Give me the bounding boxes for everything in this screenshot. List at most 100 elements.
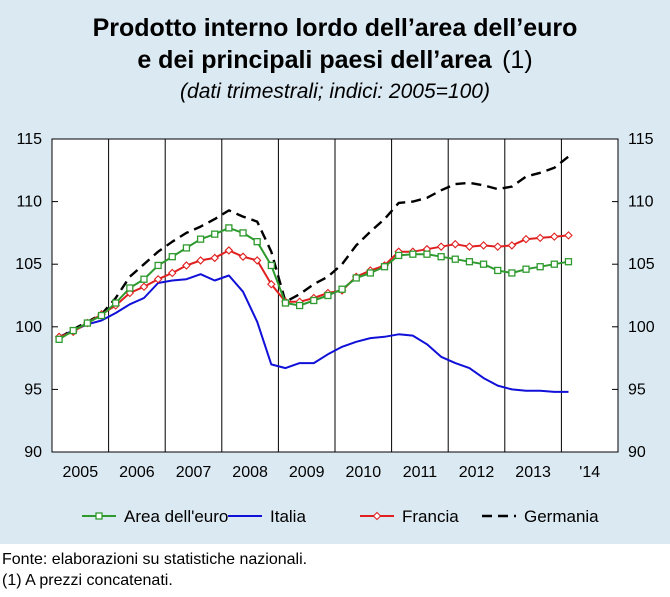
data-point: [239, 229, 247, 237]
legend-item-area-dell-euro: Area dell'euro: [82, 507, 228, 526]
chart-panel: Prodotto interno lordo dell’area dell’eu…: [0, 0, 670, 544]
data-point: [423, 250, 431, 258]
series-area-dell-euro: [55, 224, 573, 343]
chart-title-line2: e dei principali paesi dell’area (1): [137, 46, 532, 74]
y-tick-label: 100: [628, 319, 655, 336]
x-tick-label: 2008: [232, 464, 268, 481]
data-point: [224, 246, 234, 255]
data-point: [508, 269, 516, 277]
y-tick-label: 110: [628, 194, 654, 211]
data-point: [168, 253, 176, 261]
x-tick-label: 2011: [403, 464, 438, 481]
chart-subtitle: (dati trimestrali; indici: 2005=100): [180, 80, 490, 103]
data-point: [281, 299, 290, 307]
data-point: [493, 242, 503, 251]
legend-label: Francia: [402, 507, 459, 526]
data-point: [210, 253, 220, 263]
data-point: [451, 255, 459, 263]
data-point: [225, 224, 233, 232]
x-tick-label: 2013: [515, 464, 551, 481]
data-point: [139, 282, 149, 292]
data-point: [564, 231, 573, 240]
data-point: [182, 244, 191, 252]
data-point: [366, 269, 375, 277]
chart-title-line1: Prodotto interno lordo dell’area dell’eu…: [93, 14, 578, 42]
data-point: [479, 241, 488, 250]
data-point: [352, 274, 360, 282]
data-point: [267, 261, 275, 270]
data-point: [310, 296, 318, 305]
source-note: Fonte: elaborazioni su statistiche nazio…: [2, 551, 308, 568]
data-point: [153, 274, 163, 284]
series-italia: [58, 273, 569, 393]
x-tick-label: 2012: [459, 464, 495, 481]
data-point: [507, 241, 517, 250]
data-point: [252, 256, 262, 265]
data-point: [140, 275, 148, 283]
data-point: [196, 235, 205, 243]
data-point: [154, 261, 162, 270]
series-line-italia: [58, 273, 569, 393]
y-tick-label: 100: [15, 319, 42, 336]
x-tick-label: '14: [579, 464, 600, 481]
data-point: [479, 260, 488, 268]
series-group: [54, 155, 573, 393]
x-tick-label: 2009: [289, 464, 325, 481]
chart-title-note: (1): [502, 46, 533, 74]
data-point: [409, 250, 417, 258]
legend-item-germania: Germania: [482, 507, 599, 526]
data-point: [465, 242, 474, 251]
data-point: [112, 299, 120, 307]
data-point: [295, 301, 304, 310]
data-point: [324, 291, 332, 300]
y-tick-label: 90: [628, 444, 646, 461]
data-point: [167, 268, 177, 278]
data-point: [126, 284, 134, 292]
y-tick-label: 115: [628, 131, 654, 148]
x-axis: 2005 2006 2007 2008 2009 2010 2011 2012 2013 '14: [63, 464, 601, 481]
legend-item-italia: Italia: [228, 507, 306, 526]
data-point: [450, 239, 460, 249]
data-point: [521, 234, 531, 244]
year-separators: [108, 139, 562, 452]
x-tick-label: 2005: [63, 464, 99, 481]
y-tick-label: 115: [16, 131, 42, 148]
y-tick-label: 105: [15, 256, 42, 273]
series-line-germania: [58, 155, 570, 340]
y-tick-label: 95: [628, 381, 646, 398]
data-point: [550, 232, 559, 241]
series-germania: [58, 155, 570, 340]
data-point: [494, 266, 502, 275]
data-point: [69, 326, 77, 335]
y-axis-right: 90 95 100 105 110 115: [612, 131, 655, 461]
chart: Prodotto interno lordo dell’area dell’eu…: [15, 14, 655, 526]
data-point: [55, 335, 63, 343]
data-point: [211, 230, 219, 238]
notes: Fonte: elaborazioni su statistiche nazio…: [2, 549, 307, 591]
data-point: [437, 253, 445, 261]
data-point: [267, 279, 276, 289]
data-point: [564, 258, 573, 266]
data-point: [97, 311, 106, 320]
x-tick-label: 2006: [119, 464, 155, 481]
legend-marker: [372, 511, 382, 521]
legend: Area dell'euro Italia Francia Germania: [82, 507, 599, 526]
y-tick-label: 95: [24, 381, 42, 398]
data-point: [550, 260, 558, 268]
y-axis-left: 90 95 100 105 110 115: [15, 131, 58, 461]
legend-label: Italia: [270, 507, 306, 526]
x-tick-label: 2007: [176, 464, 212, 481]
data-point: [83, 319, 92, 327]
chart-title-line2-text: e dei principali paesi dell’area: [137, 46, 492, 74]
x-tick-label: 2010: [346, 464, 382, 481]
data-point: [338, 285, 346, 293]
data-point: [522, 265, 530, 273]
y-tick-label: 110: [16, 194, 42, 211]
legend-label: Area dell'euro: [124, 507, 228, 526]
data-point: [535, 233, 545, 243]
footnote: (1) A prezzi concatenati.: [2, 572, 173, 589]
data-point: [536, 263, 544, 271]
data-point: [253, 238, 261, 246]
y-tick-label: 90: [24, 444, 42, 461]
legend-item-francia: Francia: [360, 507, 459, 526]
